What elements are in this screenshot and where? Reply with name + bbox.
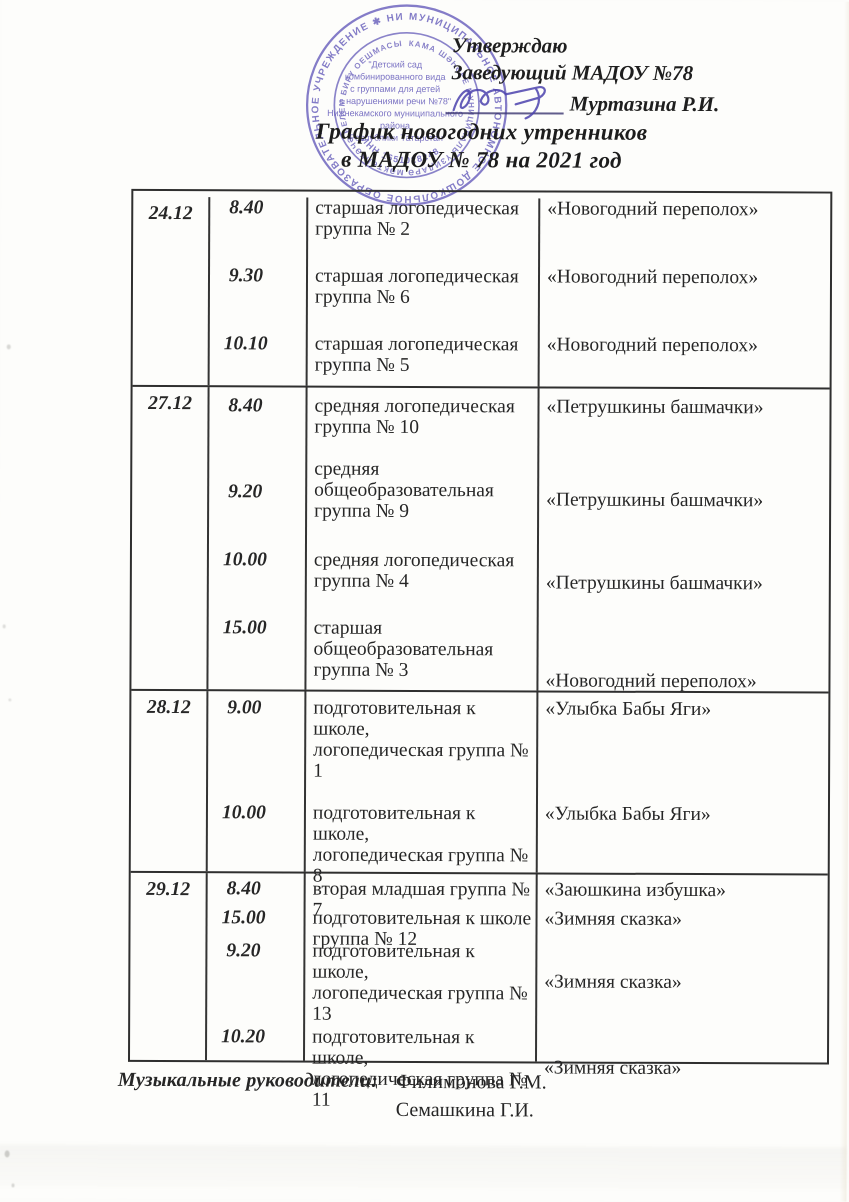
time-cell: 9.00 [206, 697, 304, 718]
table-row: 24.12 8.40 старшая логопедическая группа… [133, 197, 831, 388]
date-cell: 28.12 [131, 697, 206, 718]
time-cell: 10.00 [206, 802, 304, 823]
schedule-entry: 15.00 старшая общеобразовательная группа… [131, 617, 828, 693]
group-cell: старшая логопедическая группа № 6 [306, 266, 538, 309]
director-name: Семашкина Г.И. [396, 1096, 547, 1125]
event-cell: «Заюшкина избушка» [536, 879, 828, 901]
group-cell: подготовительная к школе, логопедическая… [303, 941, 535, 1026]
scan-speck [7, 344, 11, 349]
time-cell: 8.40 [208, 197, 306, 218]
document-title-line2: в МАДОУ № 78 на 2021 год [121, 145, 841, 176]
approval-word: Утверждаю [452, 32, 752, 60]
group-cell: старшая логопедическая группа № 5 [306, 334, 538, 377]
date-cell: 27.12 [132, 393, 207, 414]
music-directors-label: Музыкальные руководители: [118, 1069, 378, 1093]
scan-speck [5, 1150, 10, 1157]
schedule-entry: 9.30 старшая логопедическая группа № 6 «… [133, 265, 830, 310]
time-cell: 9.20 [205, 940, 303, 961]
event-cell: «Зимняя сказка» [535, 1057, 827, 1079]
schedule-entry: 8.40 средняя логопедическая группа № 10 … [132, 395, 829, 440]
event-cell: «Зимняя сказка» [535, 971, 827, 993]
time-cell: 9.20 [207, 481, 305, 502]
event-cell: «Улыбка Бабы Яги» [536, 803, 828, 825]
group-cell: средняя логопедическая группа № 4 [305, 550, 537, 593]
schedule-entry: 9.20 подготовительная к школе, логопедич… [130, 940, 827, 1027]
schedule-entry: 10.10 старшая логопедическая группа № 5 … [133, 333, 830, 378]
event-cell: «Новогодний переполох» [536, 670, 828, 692]
date-cell: 29.12 [131, 879, 206, 900]
event-cell: «Петрушкины башмачки» [537, 396, 829, 418]
scan-speck [3, 624, 6, 628]
document-title: График новогодних утренников в МАДОУ № 7… [121, 117, 841, 176]
time-cell: 8.40 [207, 395, 305, 416]
approval-block: Утверждаю Заведующий МАДОУ №78 Муртазина… [452, 32, 752, 123]
scan-noise-band [0, 1144, 847, 1189]
time-cell: 10.00 [207, 549, 305, 570]
scan-speck [12, 1183, 15, 1187]
group-cell: подготовительная к школе, логопедическая… [304, 698, 536, 783]
table-row: 28.12 9.00 подготовительная к школе, лог… [131, 689, 829, 874]
time-cell: 10.20 [205, 1026, 303, 1047]
signer-name: Муртазина Р.И. [570, 91, 720, 119]
event-cell: «Новогодний переполох» [538, 334, 830, 356]
schedule-entry: 9.00 подготовительная к школе, логопедич… [131, 697, 828, 784]
event-cell: «Петрушкины башмачки» [537, 572, 829, 594]
time-cell: 15.00 [207, 617, 305, 638]
group-cell: старшая логопедическая группа № 2 [306, 198, 538, 241]
group-cell: средняя общеобразовательная группа № 9 [305, 459, 537, 523]
director-name: Филимонова Г.М. [396, 1068, 547, 1097]
event-cell: «Улыбка Бабы Яги» [536, 698, 828, 720]
event-cell: «Петрушкины башмачки» [537, 489, 829, 511]
time-cell: 10.10 [208, 333, 306, 354]
document-title-line1: График новогодних утренников [122, 117, 842, 148]
group-cell: средняя логопедическая группа № 10 [305, 396, 537, 439]
schedule-entry: 8.40 вторая младшая группа № 7 «Заюшкина… [131, 878, 828, 923]
time-cell: 9.30 [208, 265, 306, 286]
date-cell: 24.12 [133, 203, 208, 224]
music-directors-names: Филимонова Г.М. Семашкина Г.И. [396, 1068, 547, 1125]
time-cell: 8.40 [206, 878, 304, 899]
group-cell: старшая общеобразовательная группа № 3 [304, 618, 536, 682]
table-row: 29.12 8.40 вторая младшая группа № 7 «За… [130, 871, 828, 1063]
group-cell: вторая младшая группа № 7 [304, 879, 536, 922]
scan-edge-shadow [839, 2, 849, 1202]
scan-speck [8, 698, 11, 701]
event-cell: «Новогодний переполох» [538, 266, 830, 288]
schedule-entry: 8.40 старшая логопедическая группа № 2 «… [133, 197, 830, 242]
schedule-entry: 9.20 средняя общеобразовательная группа … [132, 458, 829, 524]
schedule-entry: 10.00 средняя логопедическая группа № 4 … [132, 549, 829, 595]
schedule-table: 24.12 8.40 старшая логопедическая группа… [128, 189, 832, 1065]
event-cell: «Новогодний переполох» [538, 198, 830, 220]
table-row: 27.12 8.40 средняя логопедическая группа… [131, 385, 829, 692]
